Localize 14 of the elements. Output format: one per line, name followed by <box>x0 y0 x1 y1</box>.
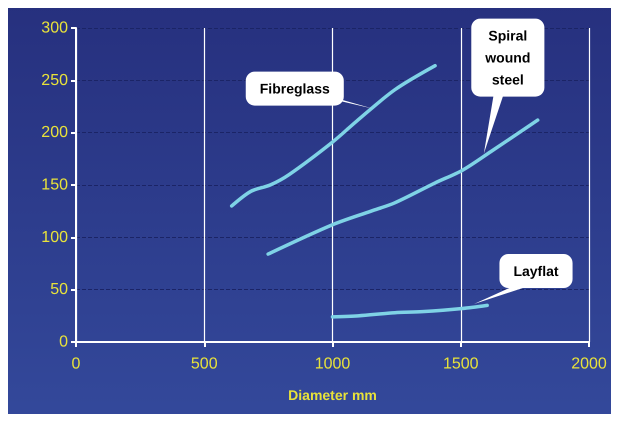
annotation: Layflat <box>513 263 559 279</box>
x-tick-label: 1500 <box>442 356 479 372</box>
y-tick-label: 300 <box>41 20 68 36</box>
x-tick-label: 2000 <box>571 356 607 372</box>
x-tick-label: 0 <box>72 356 81 372</box>
x-tick-label: 500 <box>190 356 218 372</box>
y-tick-label: 150 <box>41 176 68 194</box>
x-tick-label: 1000 <box>314 356 350 372</box>
y-tick-label: 250 <box>41 72 68 89</box>
y-tick-label: 0 <box>59 334 68 350</box>
x-axis-title: Diameter mm <box>288 387 377 403</box>
y-tick-label: 50 <box>50 281 68 298</box>
y-tick-label: 200 <box>41 124 68 142</box>
y-tick-label: 100 <box>41 228 68 246</box>
